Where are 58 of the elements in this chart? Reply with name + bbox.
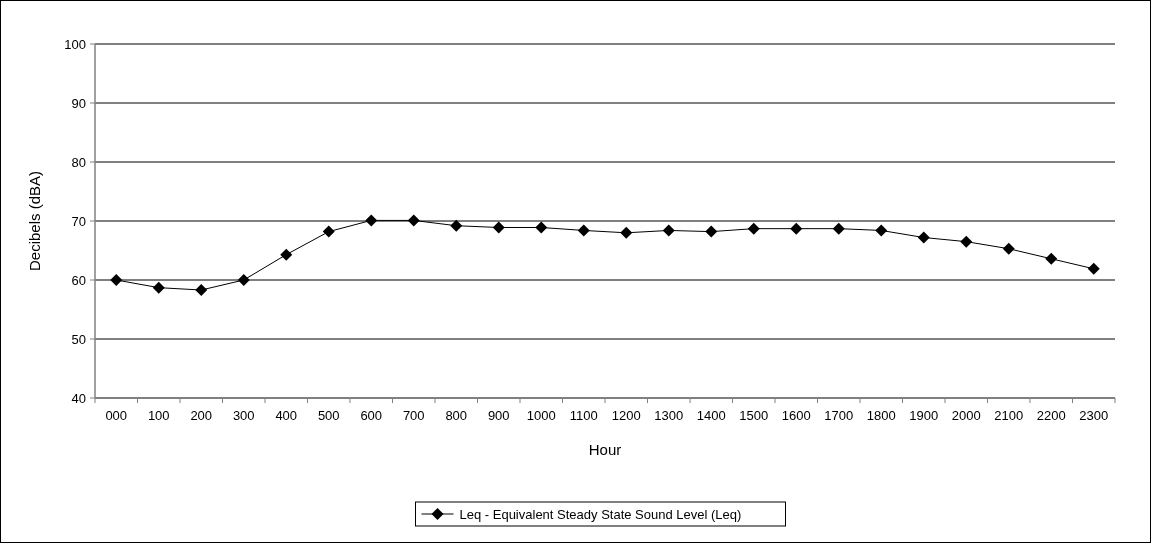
point xyxy=(1045,252,1058,265)
x-tick-label: 200 xyxy=(190,408,213,423)
x-tick-label: 2100 xyxy=(994,408,1024,423)
x-tick-label: 2200 xyxy=(1036,408,1066,423)
x-tick-label: 1800 xyxy=(866,408,896,423)
point xyxy=(917,231,930,244)
point xyxy=(110,274,123,286)
point xyxy=(152,281,165,294)
x-tick-label: 1500 xyxy=(739,408,769,423)
y-tick-label: 60 xyxy=(71,272,86,288)
point xyxy=(662,224,675,237)
x-tick-label: 2000 xyxy=(951,408,981,423)
x-tick-label: 600 xyxy=(360,408,383,423)
x-tick-label: 1200 xyxy=(611,408,641,423)
point xyxy=(832,222,845,235)
point xyxy=(195,284,208,297)
point xyxy=(790,222,803,235)
y-axis-title: Decibels (dBA) xyxy=(26,170,43,272)
x-tick-label: 1100 xyxy=(569,408,598,423)
point xyxy=(705,225,718,238)
x-tick-label: 500 xyxy=(317,408,340,423)
x-tick-label: 900 xyxy=(487,408,510,423)
point xyxy=(620,226,633,239)
point xyxy=(365,214,378,227)
point xyxy=(535,221,548,234)
point xyxy=(322,225,335,238)
point xyxy=(1087,262,1100,275)
x-tick-label: 000 xyxy=(105,408,128,423)
x-tick-label: 1700 xyxy=(824,408,854,423)
point xyxy=(875,224,888,237)
x-tick-label: 700 xyxy=(402,408,425,423)
y-tick-label: 100 xyxy=(64,36,86,52)
point xyxy=(960,235,973,248)
point xyxy=(450,219,463,232)
x-tick-label: 1000 xyxy=(526,408,556,423)
y-tick-label: 80 xyxy=(71,154,86,170)
y-tick-label: 90 xyxy=(71,95,86,111)
x-tick-label: 2300 xyxy=(1079,408,1109,423)
y-tick-label: 70 xyxy=(71,213,86,229)
point xyxy=(237,274,250,286)
x-tick-label: 400 xyxy=(275,408,298,423)
point xyxy=(280,248,293,261)
x-tick-label: 300 xyxy=(232,408,255,423)
x-tick-label: 1600 xyxy=(781,408,811,423)
point xyxy=(747,222,760,235)
x-tick-label: 1300 xyxy=(654,408,684,423)
point xyxy=(577,224,590,237)
point xyxy=(1002,242,1015,255)
x-tick-label: 100 xyxy=(147,408,170,423)
x-tick-label: 1400 xyxy=(696,408,726,423)
legend-label: Leq - Equivalent Steady State Sound Level (Leq) xyxy=(459,506,742,522)
x-axis-title: Hour xyxy=(588,441,622,458)
x-tick-label: 1900 xyxy=(909,408,939,423)
point xyxy=(407,214,420,227)
point xyxy=(492,221,505,234)
y-tick-label: 40 xyxy=(71,390,86,406)
x-tick-label: 800 xyxy=(445,408,468,423)
y-tick-label: 50 xyxy=(71,331,86,347)
